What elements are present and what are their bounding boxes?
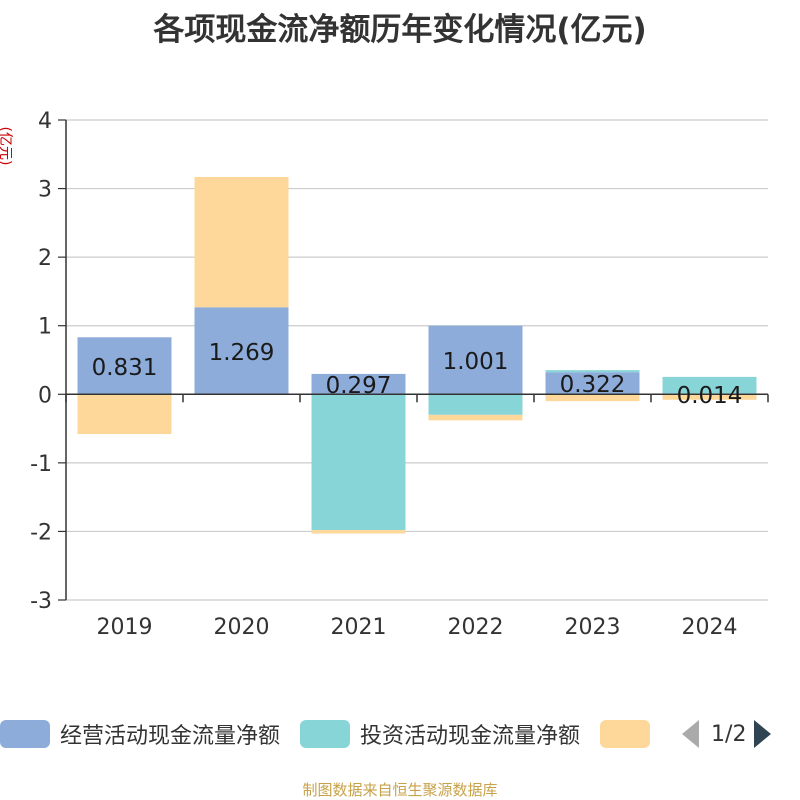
chart-plot: 4 3 2 1 0 -1 -2 -3 2019 2020 2021 2022 2023 2024 0.83… bbox=[30, 109, 769, 640]
prev-page-arrow-icon[interactable] bbox=[682, 720, 700, 748]
y-tick-label: -3 bbox=[30, 589, 52, 614]
x-tick-label: 2021 bbox=[331, 615, 387, 640]
legend-swatch-third bbox=[600, 720, 651, 748]
data-label: 0.831 bbox=[92, 355, 158, 381]
x-tick-label: 2024 bbox=[682, 615, 738, 640]
legend-swatch-operating bbox=[0, 720, 50, 748]
bar-s2-2024 bbox=[662, 394, 757, 400]
bar-s0-2019 bbox=[77, 337, 172, 395]
y-tick-label: 4 bbox=[38, 109, 52, 134]
data-label: 1.269 bbox=[209, 340, 275, 366]
y-tick-label: -1 bbox=[30, 452, 52, 477]
legend: 经营活动现金流量净额 投资活动现金流量净额 1/2 bbox=[0, 712, 800, 756]
bar-s0-2020 bbox=[194, 307, 289, 395]
data-label: 1.001 bbox=[443, 349, 509, 375]
bar-s1-2024 bbox=[662, 376, 757, 394]
next-page-arrow-icon[interactable] bbox=[754, 720, 772, 748]
legend-pager: 1/2 bbox=[682, 720, 772, 748]
data-label: 0.322 bbox=[560, 372, 626, 398]
bar-s1-2023 bbox=[545, 370, 640, 373]
bar-s2-2022 bbox=[428, 414, 523, 421]
legend-item-investing[interactable]: 投资活动现金流量净额 bbox=[300, 718, 580, 750]
legend-label-investing: 投资活动现金流量净额 bbox=[360, 724, 581, 749]
axis-layer: 4 3 2 1 0 -1 -2 -3 bbox=[30, 109, 769, 614]
bar-s2-2019 bbox=[77, 394, 172, 435]
bar-s0-2023 bbox=[545, 372, 640, 395]
data-label: 0.014 bbox=[677, 383, 743, 409]
data-label: 0.297 bbox=[326, 373, 392, 399]
y-tick-label: 1 bbox=[38, 315, 52, 340]
grid-layer bbox=[66, 119, 768, 601]
bar-s2-2020 bbox=[194, 176, 289, 308]
y-tick-label: 2 bbox=[38, 246, 52, 271]
x-tick-label: 2020 bbox=[214, 615, 270, 640]
legend-swatch-investing bbox=[300, 720, 351, 748]
bar-s0-2021 bbox=[311, 373, 406, 395]
x-tick-label: 2019 bbox=[97, 615, 153, 640]
x-tick-label: 2023 bbox=[565, 615, 621, 640]
y-tick-label: -2 bbox=[30, 520, 52, 545]
bar-s0-2022 bbox=[428, 325, 523, 395]
bar-s1-2022 bbox=[428, 394, 523, 415]
bar-layer bbox=[77, 176, 757, 534]
bar-s2-2023 bbox=[545, 394, 640, 402]
chart-title: 各项现金流净额历年变化情况(亿元) bbox=[153, 12, 647, 48]
page-indicator: 1/2 bbox=[711, 721, 747, 747]
x-tick-label: 2022 bbox=[448, 615, 504, 640]
y-tick-label: 3 bbox=[38, 178, 52, 203]
bar-s2-2021 bbox=[311, 530, 406, 534]
legend-item-third[interactable] bbox=[600, 720, 660, 748]
legend-label-operating: 经营活动现金流量净额 bbox=[60, 724, 281, 749]
legend-item-operating[interactable]: 经营活动现金流量净额 bbox=[0, 718, 280, 750]
label-layer: 2019 2020 2021 2022 2023 2024 0.831 1.269 0.297 1… bbox=[92, 340, 743, 640]
source-note: 制图数据来自恒生聚源数据库 bbox=[302, 781, 498, 799]
y-tick-label: 0 bbox=[38, 383, 52, 408]
bar-s1-2021 bbox=[311, 394, 406, 531]
